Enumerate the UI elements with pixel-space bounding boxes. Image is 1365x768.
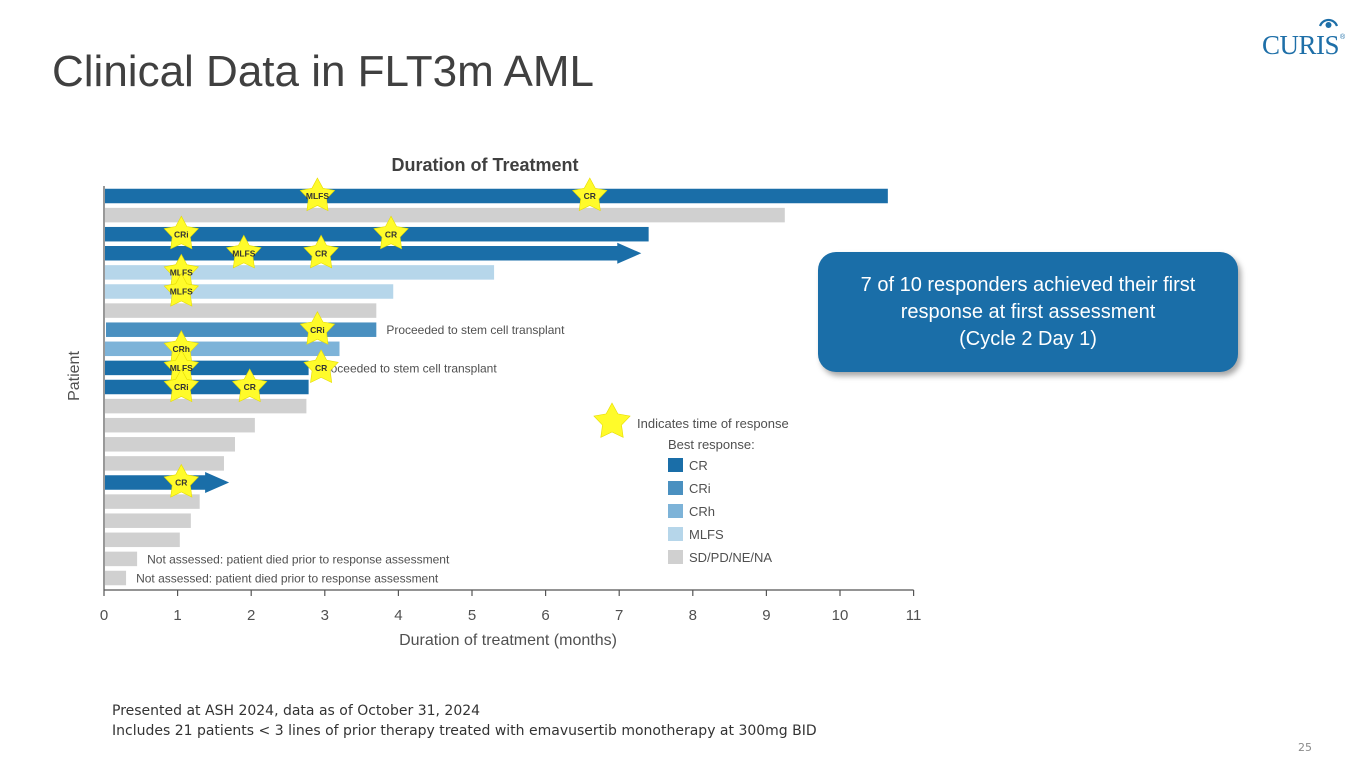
legend-item-label: CRh [689, 504, 715, 519]
response-label: CR [244, 382, 256, 392]
response-star-icon [299, 311, 336, 345]
x-tick-label: 10 [832, 607, 849, 624]
patient-bar-arrow [105, 472, 230, 493]
legend-item-label: SD/PD/NE/NA [689, 550, 772, 565]
y-axis-label: Patient [66, 351, 83, 401]
response-label: MLFS [306, 191, 329, 201]
page-number: 25 [1298, 741, 1312, 754]
x-tick-label: 4 [394, 607, 402, 624]
callout-box: 7 of 10 responders achieved their first … [818, 252, 1238, 372]
response-label: CRh [173, 344, 190, 354]
callout-line-2: response at first assessment [900, 300, 1156, 323]
response-star-icon [163, 368, 200, 403]
patient-bar [105, 379, 309, 395]
response-star-icon [231, 368, 268, 403]
patient-bar [106, 322, 377, 337]
logo-registered-mark: ® [1340, 34, 1346, 41]
patient-bar [105, 551, 138, 567]
legend-item-label: CRi [689, 481, 711, 496]
callout-line-1: 7 of 10 responders achieved their first [860, 273, 1196, 296]
legend-heading: Best response: [668, 437, 755, 452]
patient-bar [105, 570, 127, 586]
patient-note: Proceeded to stem cell transplant [386, 323, 565, 337]
response-star-icon [226, 234, 262, 269]
response-label: CRi [174, 229, 189, 239]
legend-star-icon [593, 402, 631, 438]
patient-bar [105, 398, 307, 414]
x-tick-label: 1 [173, 607, 181, 624]
x-tick-label: 0 [100, 607, 108, 624]
response-label: CRi [174, 382, 189, 392]
patient-bar [105, 513, 191, 528]
response-label: CR [315, 249, 327, 259]
patient-bar [105, 494, 200, 509]
x-tick-label: 2 [247, 607, 255, 624]
x-tick-label: 7 [615, 607, 623, 624]
logo-text: CURIS [1262, 30, 1340, 60]
callout-line-3: (Cycle 2 Day 1) [959, 327, 1097, 350]
x-tick-label: 5 [468, 607, 476, 624]
footnote-1: Presented at ASH 2024, data as of Octobe… [112, 703, 481, 719]
response-label: MLFS [170, 363, 193, 373]
response-star-icon [373, 215, 409, 250]
legend-item-label: CR [689, 458, 708, 473]
response-label: CR [385, 229, 397, 239]
patient-note: Not assessed: patient died prior to resp… [136, 572, 439, 586]
patient-bar [105, 360, 309, 376]
patient-bar [105, 437, 236, 452]
response-star-icon [303, 349, 339, 384]
legend-star-label: Indicates time of response [637, 416, 789, 431]
x-tick-label: 6 [541, 607, 549, 624]
patient-bar [105, 532, 180, 548]
patient-note: Proceeded to stem cell transplant [319, 361, 498, 375]
company-logo: CURIS ® [1262, 14, 1346, 64]
legend-swatch [668, 481, 683, 495]
patient-bar [105, 417, 255, 433]
x-tick-label: 9 [762, 607, 770, 624]
patient-bar [105, 265, 495, 280]
patient-bar [105, 188, 888, 204]
legend-swatch [668, 458, 683, 472]
response-star-icon [163, 463, 200, 498]
response-label: CR [175, 478, 187, 488]
footnote-2: Includes 21 patients < 3 lines of prior … [112, 723, 817, 739]
response-star-icon [571, 177, 608, 212]
legend-swatch [668, 550, 683, 564]
patient-bar [105, 456, 224, 471]
response-star-icon [163, 215, 200, 250]
response-star-icon [299, 177, 336, 212]
x-tick-label: 11 [906, 607, 922, 624]
logo-eye-icon [1318, 18, 1339, 28]
patient-note: Not assessed: patient died prior to resp… [147, 552, 450, 566]
patient-bar [105, 341, 340, 357]
patient-bar [105, 303, 377, 318]
legend-swatch [668, 504, 683, 518]
response-star-icon [303, 234, 339, 269]
legend-item-label: MLFS [689, 527, 724, 542]
patient-bar [105, 284, 394, 299]
legend-swatch [668, 527, 683, 541]
response-star-icon [163, 272, 200, 307]
response-label: MLFS [232, 249, 255, 259]
patient-bar [105, 207, 785, 223]
x-tick-label: 8 [689, 607, 697, 624]
x-axis-label: Duration of treatment (months) [399, 632, 617, 649]
response-label: CRi [310, 325, 325, 335]
chart-title: Duration of Treatment [391, 155, 578, 175]
patient-bar [105, 226, 649, 242]
response-label: MLFS [170, 268, 193, 278]
slide-title: Clinical Data in FLT3m AML [52, 47, 595, 96]
x-tick-label: 3 [321, 607, 329, 624]
response-label: CR [315, 363, 327, 373]
response-label: MLFS [170, 287, 193, 297]
footnotes: Presented at ASH 2024, data as of Octobe… [112, 701, 817, 741]
response-label: CR [584, 191, 596, 201]
